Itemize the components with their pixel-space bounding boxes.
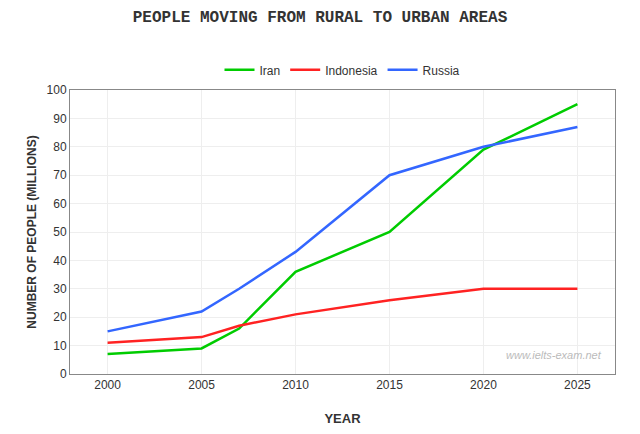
svg-text:2025: 2025 bbox=[564, 378, 591, 392]
svg-text:40: 40 bbox=[53, 254, 67, 268]
svg-text:2015: 2015 bbox=[376, 378, 403, 392]
svg-text:YEAR: YEAR bbox=[324, 411, 361, 426]
svg-text:2000: 2000 bbox=[94, 378, 121, 392]
svg-text:100: 100 bbox=[47, 83, 67, 97]
svg-text:2010: 2010 bbox=[282, 378, 309, 392]
svg-text:60: 60 bbox=[53, 197, 67, 211]
svg-text:NUMBER OF PEOPLE (MILLIONS): NUMBER OF PEOPLE (MILLIONS) bbox=[25, 135, 39, 328]
svg-text:Iran: Iran bbox=[260, 64, 281, 78]
svg-text:10: 10 bbox=[53, 339, 67, 353]
svg-text:Indonesia: Indonesia bbox=[325, 64, 377, 78]
svg-text:50: 50 bbox=[53, 225, 67, 239]
svg-text:2005: 2005 bbox=[188, 378, 215, 392]
svg-text:0: 0 bbox=[60, 367, 67, 381]
svg-text:www.ielts-exam.net: www.ielts-exam.net bbox=[506, 349, 602, 361]
svg-text:70: 70 bbox=[53, 168, 67, 182]
svg-text:PEOPLE MOVING FROM RURAL TO UR: PEOPLE MOVING FROM RURAL TO URBAN AREAS bbox=[133, 9, 508, 27]
svg-text:30: 30 bbox=[53, 282, 67, 296]
svg-text:Russia: Russia bbox=[423, 64, 460, 78]
svg-text:90: 90 bbox=[53, 112, 67, 126]
svg-text:2020: 2020 bbox=[470, 378, 497, 392]
svg-text:80: 80 bbox=[53, 140, 67, 154]
svg-text:20: 20 bbox=[53, 310, 67, 324]
